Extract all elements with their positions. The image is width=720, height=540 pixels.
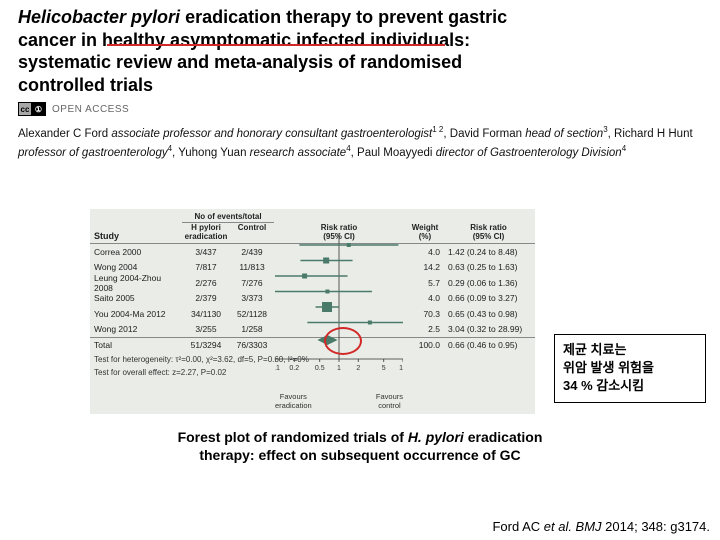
row-rr: 0.63 (0.25 to 1.63) — [446, 262, 531, 272]
author-name: Paul Moayyedi — [357, 146, 432, 158]
row-ctrl: 52/1128 — [230, 309, 274, 319]
row-erad: 3/437 — [182, 247, 230, 257]
korean-annotation-box: 제균 치료는 위암 발생 위험을 34 % 감소시킴 — [554, 334, 706, 403]
total-label: Total — [90, 340, 182, 350]
row-ctrl: 2/439 — [230, 247, 274, 257]
korean-line-2: 위암 발생 위험을 — [563, 359, 697, 377]
row-study: Leung 2004-Zhou 2008 — [90, 273, 182, 293]
figure-caption: Forest plot of randomized trials of H. p… — [0, 428, 720, 464]
row-erad: 2/276 — [182, 278, 230, 288]
row-erad: 3/255 — [182, 324, 230, 334]
col-weight-head: Weight (%) — [404, 223, 446, 241]
total-erad: 51/3294 — [182, 340, 230, 350]
cc-left: cc — [19, 103, 32, 115]
caption-part-a: Forest plot of randomized trials of — [178, 429, 408, 445]
row-weight: 4.0 — [404, 293, 446, 303]
total-rr: 0.66 (0.46 to 0.95) — [446, 340, 531, 350]
red-underline — [107, 44, 445, 46]
open-access-label: OPEN ACCESS — [52, 104, 129, 115]
forest-plot-svg-area: 0.1 0.2 0.5 1 2 5 10 — [275, 231, 403, 391]
cc-badge-icon: cc ① — [18, 102, 46, 116]
title-line-1: Helicobacter pylori eradication therapy … — [18, 6, 702, 29]
col-rr-head: Risk ratio (95% CI) — [446, 223, 531, 241]
row-ctrl: 11/813 — [230, 262, 274, 272]
korean-line-3: 34 % 감소시킴 — [563, 377, 697, 395]
col-study-head: Study — [90, 231, 182, 241]
row-study: Wong 2012 — [90, 324, 182, 334]
title-line-4: controlled trials — [18, 74, 702, 97]
col-erad-head: H pylori eradication — [182, 223, 230, 241]
row-erad: 34/1130 — [182, 309, 230, 319]
row-weight: 2.5 — [404, 324, 446, 334]
row-study: You 2004-Ma 2012 — [90, 309, 182, 319]
author-role: research associate — [250, 146, 347, 158]
row-rr: 1.42 (0.24 to 8.48) — [446, 247, 531, 257]
total-ctrl: 76/3303 — [230, 340, 274, 350]
row-study: Saito 2005 — [90, 293, 182, 303]
row-erad: 7/817 — [182, 262, 230, 272]
title-part1: eradication therapy to prevent gastric — [180, 7, 507, 27]
row-weight: 70.3 — [404, 309, 446, 319]
citation: Ford AC et al. BMJ 2014; 348: g3174. — [492, 519, 710, 534]
article-title-block: Helicobacter pylori eradication therapy … — [0, 0, 720, 120]
author-name: Richard H Hunt — [614, 128, 693, 140]
row-rr: 0.65 (0.43 to 0.98) — [446, 309, 531, 319]
axis-favour-labels: Favours eradication Favours control — [275, 392, 403, 410]
author-role: professor of gastroenterology — [18, 146, 168, 158]
svg-text:2: 2 — [356, 365, 360, 372]
favours-control: Favours control — [376, 392, 403, 410]
author-name: Alexander C Ford — [18, 128, 108, 140]
author-name: David Forman — [450, 128, 522, 140]
korean-line-1: 제균 치료는 — [563, 341, 697, 359]
citation-italic: et al. BMJ — [544, 519, 602, 534]
svg-text:0.5: 0.5 — [315, 365, 325, 372]
row-rr: 3.04 (0.32 to 28.99) — [446, 324, 531, 334]
row-study: Correa 2000 — [90, 247, 182, 257]
title-line-3: systematic review and meta-analysis of r… — [18, 51, 702, 74]
row-weight: 5.7 — [404, 278, 446, 288]
row-study: Wong 2004 — [90, 262, 182, 272]
row-rr: 0.29 (0.06 to 1.36) — [446, 278, 531, 288]
col-events-head: No of events/total — [182, 212, 274, 223]
svg-text:1: 1 — [337, 365, 341, 372]
row-weight: 4.0 — [404, 247, 446, 257]
author-name: Yuhong Yuan — [178, 146, 246, 158]
citation-post: 2014; 348: g3174. — [602, 519, 710, 534]
author-sup: 4 — [346, 144, 350, 153]
svg-text:0.1: 0.1 — [275, 365, 280, 372]
caption-line-2: therapy: effect on subsequent occurrence… — [199, 447, 520, 463]
caption-italic: H. pylori — [408, 429, 464, 445]
author-sup: 4 — [622, 144, 626, 153]
title-line-2: cancer in healthy asymptomatic infected … — [18, 29, 702, 52]
caption-part-b: eradication — [464, 429, 543, 445]
forest-plot: Study No of events/total H pylori eradic… — [90, 209, 535, 414]
row-erad: 2/379 — [182, 293, 230, 303]
forest-svg: 0.1 0.2 0.5 1 2 5 10 — [275, 231, 403, 391]
row-weight: 14.2 — [404, 262, 446, 272]
favours-eradication: Favours eradication — [275, 392, 312, 410]
total-weight: 100.0 — [404, 340, 446, 350]
author-role: director of Gastroenterology Division — [436, 146, 622, 158]
author-role: head of section — [525, 128, 603, 140]
row-rr: 0.66 (0.09 to 3.27) — [446, 293, 531, 303]
author-sup: 1 2 — [432, 125, 443, 134]
col-ctrl-head: Control — [230, 223, 274, 241]
cc-right: ① — [32, 103, 45, 115]
svg-text:5: 5 — [382, 365, 386, 372]
citation-pre: Ford AC — [492, 519, 543, 534]
row-ctrl: 1/258 — [230, 324, 274, 334]
open-access-row: cc ① OPEN ACCESS — [18, 102, 702, 116]
row-ctrl: 7/276 — [230, 278, 274, 288]
svg-text:0.2: 0.2 — [289, 365, 299, 372]
author-sup: 4 — [168, 144, 172, 153]
author-role: associate professor and honorary consult… — [111, 128, 432, 140]
authors-block: Alexander C Ford associate professor and… — [0, 120, 720, 161]
title-italic: Helicobacter pylori — [18, 7, 180, 27]
author-sup: 3 — [603, 125, 607, 134]
row-ctrl: 3/373 — [230, 293, 274, 303]
svg-text:10: 10 — [399, 365, 403, 372]
